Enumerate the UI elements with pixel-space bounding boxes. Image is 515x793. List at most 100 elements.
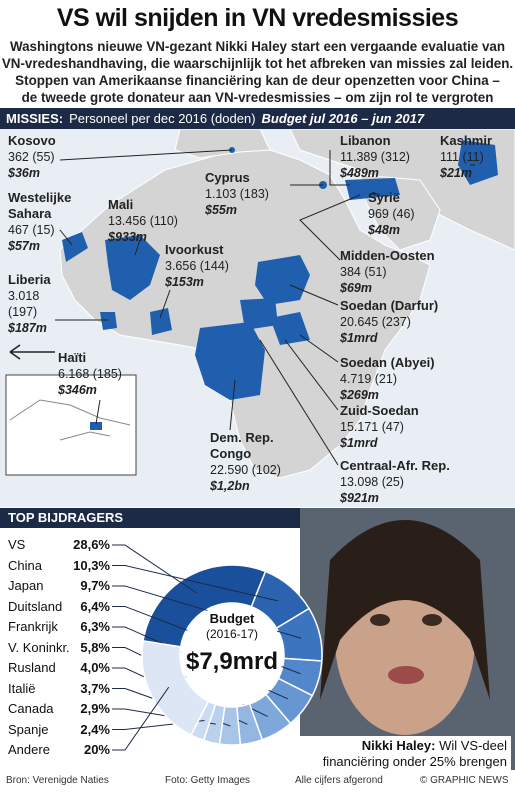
subtitle: de tweede grote donateur aan VN-vredesmi… [21, 90, 494, 105]
mission-name: Dem. Rep. Congo [210, 430, 274, 461]
category-label: Italië [8, 680, 36, 696]
mission-name: Zuid-Soedan [340, 403, 419, 418]
mission: Libanon 11.389 (312) $489m [340, 133, 435, 181]
photo-mouth [388, 666, 424, 684]
mission: Westelijke Sahara 467 (15) $57m [8, 190, 78, 254]
mission-budget: $153m [165, 275, 204, 289]
value-label: 6,3% [80, 619, 110, 634]
photo-hair [320, 520, 490, 700]
photo-eye [370, 614, 390, 626]
category-label: Japan [8, 578, 44, 593]
mission-name: Kosovo [8, 133, 56, 148]
mission-personnel: 4.719 (21) [340, 372, 397, 386]
leader-line [95, 399, 101, 425]
mission-personnel: 13.098 (25) [340, 475, 404, 489]
mission-personnel: 15.171 (47) [340, 420, 404, 434]
mission-budget: $187m [8, 321, 47, 335]
category-label: Andere [8, 742, 50, 757]
arrow [9, 344, 55, 360]
value-label: 28,6% [73, 537, 110, 552]
mission: Mali 13.456 (110) $933m [108, 197, 198, 245]
source: Bron: Verenigde Naties [6, 775, 109, 786]
inset-coast [9, 399, 131, 441]
mission: Midden-Oosten 384 (51) $69m [340, 248, 435, 296]
connector [112, 544, 198, 594]
mission-name: Westelijke Sahara [8, 190, 72, 221]
mission-name: Kashmir [440, 133, 493, 148]
mission-areas [62, 140, 498, 400]
value-label: 3,7% [80, 680, 110, 696]
connector [112, 565, 279, 602]
category-label: Canada [8, 701, 54, 716]
leader-line [59, 229, 73, 246]
budget: Budget jul 2016 – jun 2017 [261, 111, 425, 126]
center-sublabel: (2016-17) [206, 627, 258, 641]
donut-segment [141, 640, 210, 737]
mission-personnel: 3.018 (197) [8, 289, 40, 319]
mission-personnel: 1.103 (183) [205, 187, 269, 201]
mission: Soedan (Abyei) 4.719 (21) $269m [340, 355, 450, 403]
center-label: Budget [210, 611, 255, 626]
leader-line [159, 289, 171, 319]
mission-personnel: 6.168 (185) [58, 367, 122, 381]
mission-personnel: 111 (11) [440, 150, 484, 164]
mission-budget: $69m [340, 281, 372, 295]
donut-segment [142, 564, 267, 648]
category-label: Spanje [8, 721, 49, 737]
photo-credit: Foto: Getty Images [165, 775, 251, 786]
mission: Ivoorkust 3.656 (144) $153m [165, 242, 255, 290]
mission: Centraal-Afr. Rep. 13.098 (25) $921m [340, 458, 460, 506]
mission-budget: $1mrd [340, 331, 378, 345]
mission: Liberia 3.018 (197) $187m [8, 272, 58, 336]
mission: Zuid-Soedan 15.171 (47) $1mrd [340, 403, 450, 451]
mission-name: Midden-Oosten [340, 248, 435, 263]
mission-budget: $921m [340, 491, 379, 505]
mission-name: Centraal-Afr. Rep. [340, 458, 450, 473]
mission-personnel: 11.389 (312) [340, 150, 410, 164]
caption-text: Wil VS-deel financiëring onder 25% breng… [322, 738, 507, 769]
mission: Haïti 6.168 (185) $346m [58, 350, 148, 398]
subtitle: Stoppen van Amerikaanse financiëring kan… [15, 73, 500, 88]
credit: © GRAPHIC NEWS [420, 775, 509, 786]
mission-budget: $269m [340, 388, 379, 402]
mission-personnel: 13.456 (110) [108, 214, 178, 228]
note: Alle cijfers afgerond [295, 775, 383, 786]
value-label: 9,7% [80, 578, 110, 593]
footer-bg [0, 770, 515, 793]
mission: Dem. Rep. Congo 22.590 (102) $1,2bn [210, 430, 290, 494]
mission-personnel: 467 (15) [8, 223, 55, 237]
mission-budget: $57m [8, 239, 40, 253]
mission-name: Cyprus [205, 170, 250, 185]
category-label: China [8, 557, 42, 573]
mission-budget: $346m [58, 383, 97, 397]
inset-frame [5, 374, 137, 476]
connector [112, 686, 170, 751]
personnel: Personeel per dec 2016 (doden) [69, 111, 256, 126]
value-label: 4,0% [80, 660, 110, 675]
mission: Kosovo 362 (55) $36m [8, 133, 98, 181]
category-label: Rusland [8, 660, 56, 675]
mission-name: Mali [108, 197, 134, 212]
mission-budget: $1,2bn [210, 479, 250, 493]
leader-line [299, 194, 361, 261]
leader-line [299, 334, 339, 363]
mission-budget: $36m [8, 166, 40, 180]
missions-header: MISSIES: Personeel per dec 2016 (doden) Bu… [0, 108, 515, 129]
haiti [90, 422, 102, 430]
category-label: VS [8, 537, 26, 552]
leader-line [289, 284, 339, 306]
leader-line [259, 339, 339, 466]
chart-title: TOP BIJDRAGERS [0, 508, 300, 528]
mission-name: Libanon [340, 133, 391, 148]
mission-budget: $1mrd [340, 436, 378, 450]
mission-name: Soedan (Darfur) [340, 298, 439, 313]
subtitle: VN-vredeshandhaving, die waarschijnlijk … [1, 56, 514, 71]
mission-budget: $489m [340, 166, 379, 180]
leader-line [329, 150, 350, 186]
mission: Cyprus 1.103 (183) $55m [205, 170, 295, 218]
mission-budget: $21m [440, 166, 472, 180]
leader-line [284, 339, 339, 411]
mission: Kashmir 111 (11) $21m [440, 133, 515, 181]
mission: Soedan (Darfur) 20.645 (237) $1mrd [340, 298, 450, 346]
